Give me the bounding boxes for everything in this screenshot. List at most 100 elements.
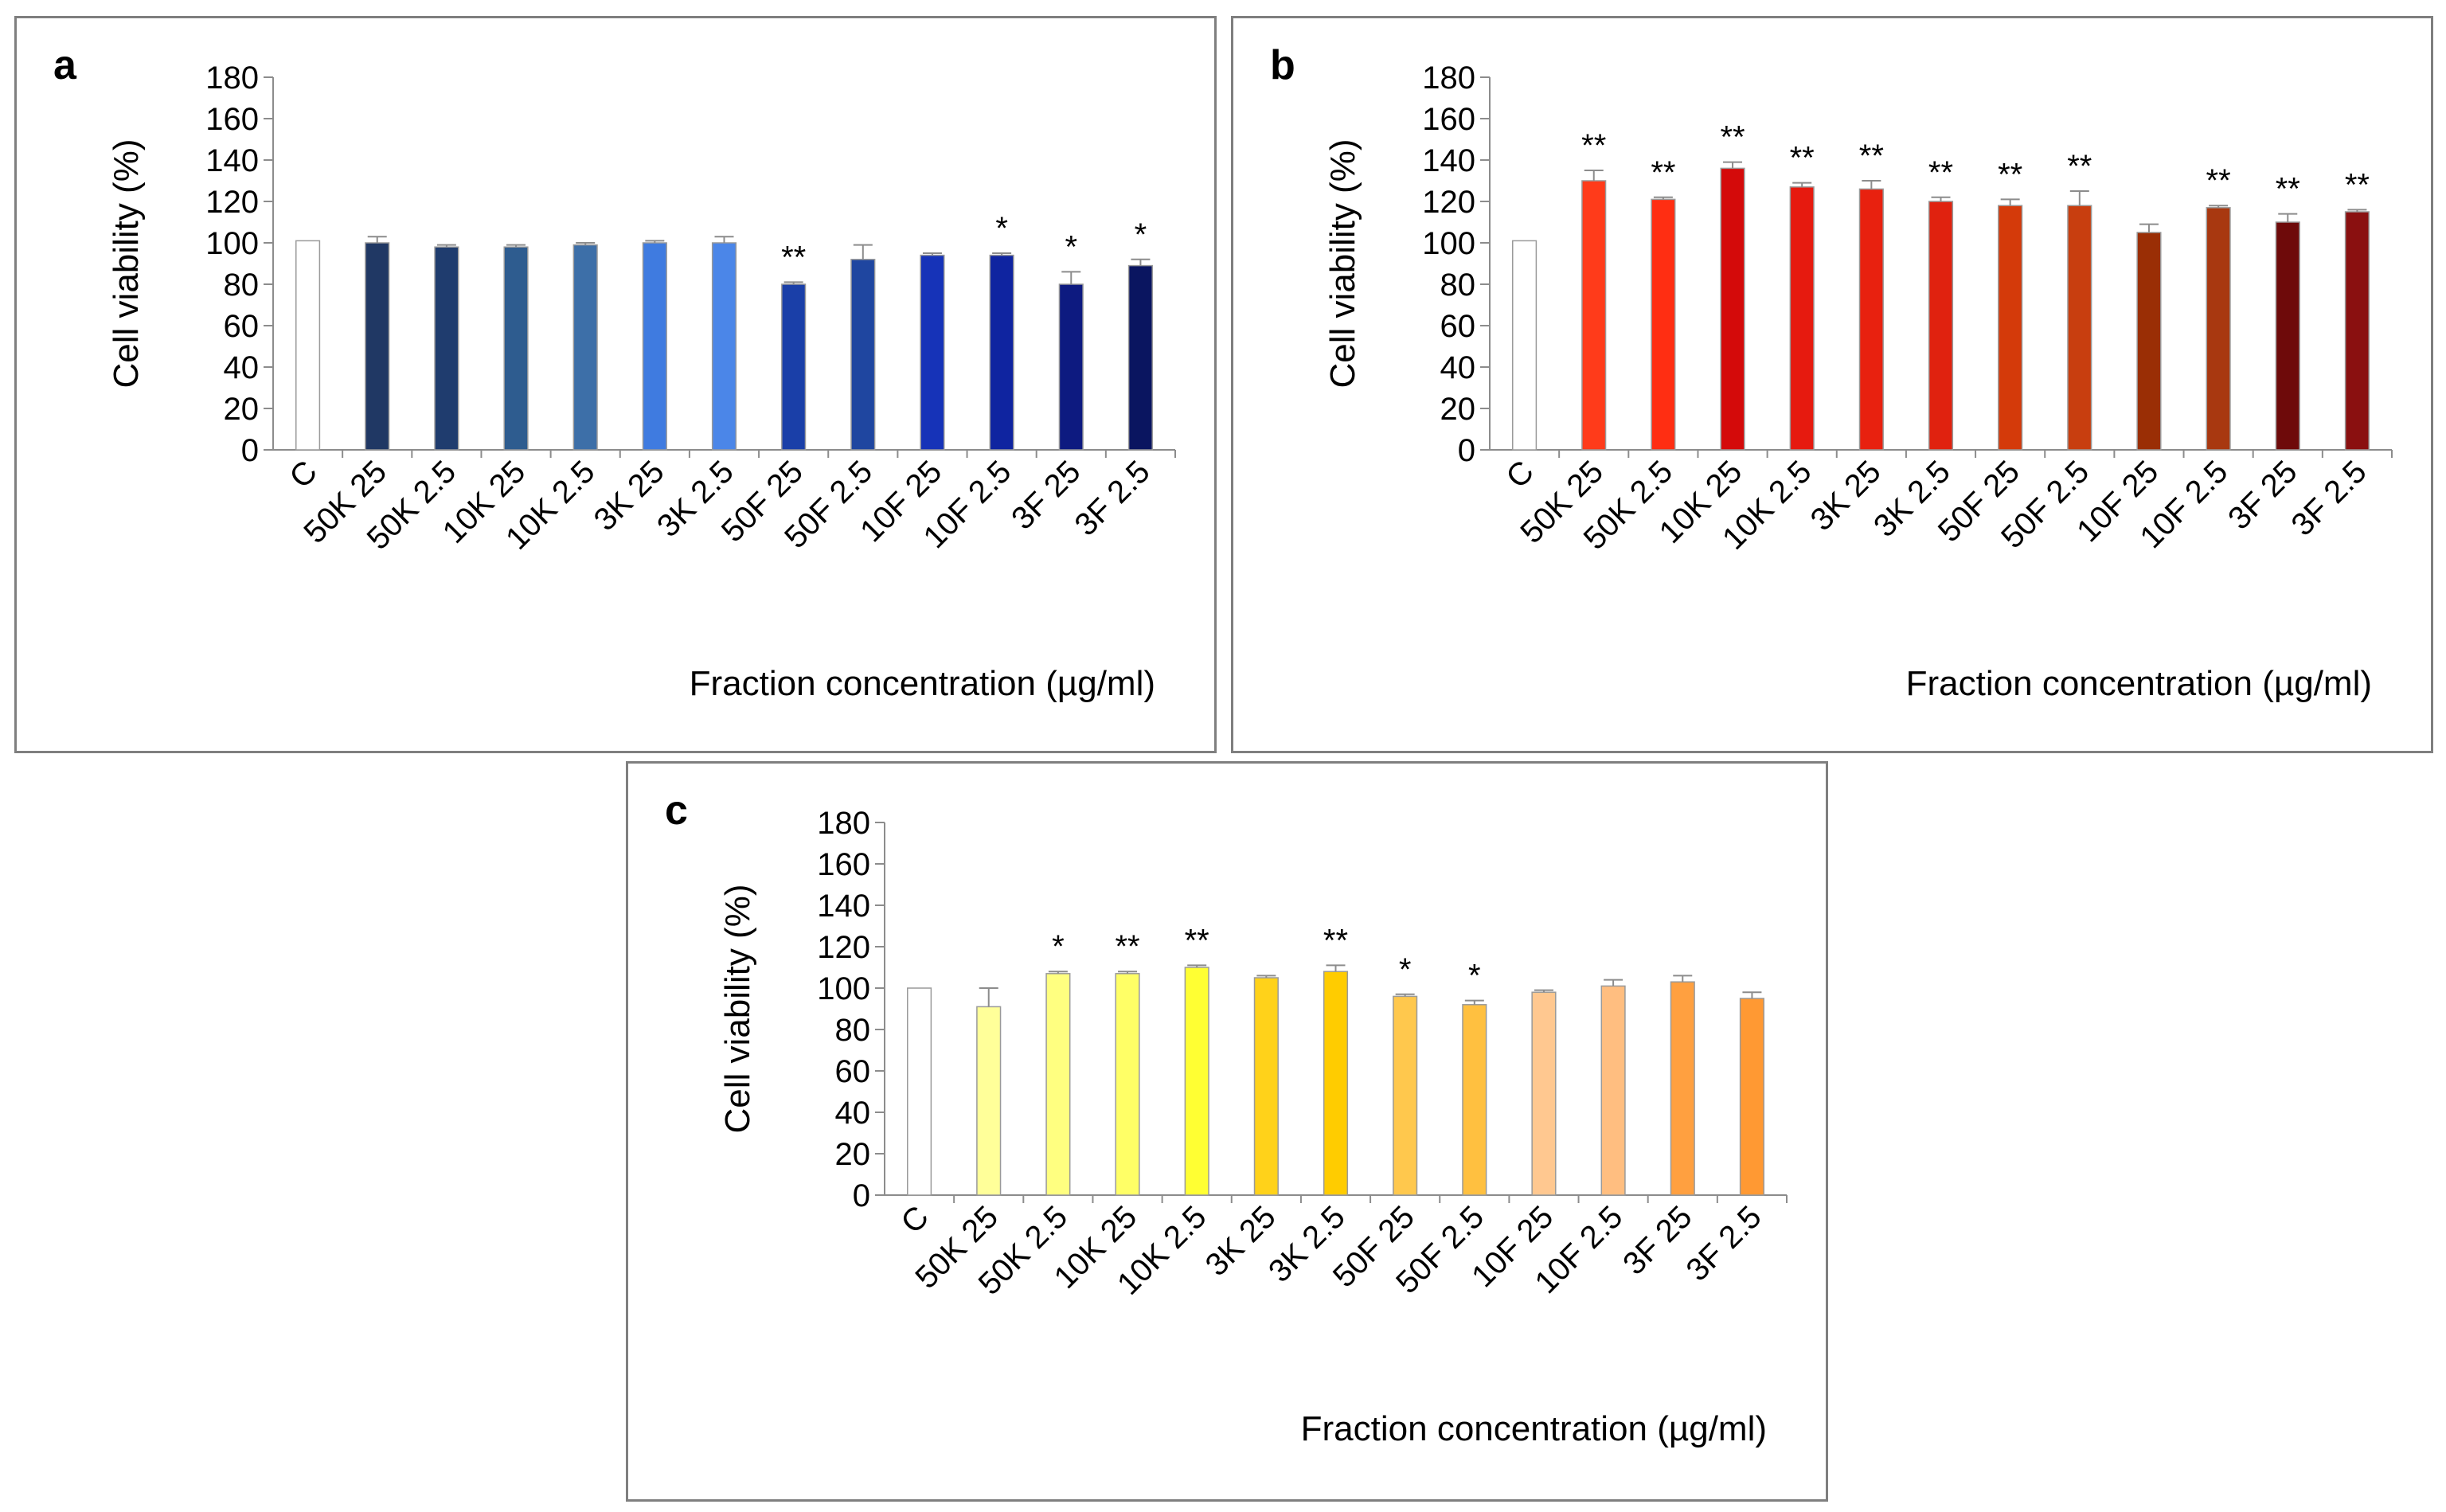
bar <box>2067 205 2092 451</box>
significance-marker: ** <box>2276 172 2300 207</box>
y-tick-label: 20 <box>835 1137 871 1172</box>
significance-marker: ** <box>781 240 806 275</box>
panel-a: a 0 20 40 60 80 100 120 140 160 180 Cell viability … <box>14 16 1217 753</box>
bar <box>1127 264 1153 451</box>
y-tick-label: 160 <box>205 102 259 137</box>
panel-b: b 0 20 40 60 80 100 120 140 160 180 Cell viability … <box>1231 16 2433 753</box>
x-tick-label: 3F 2.5 <box>1068 454 1156 542</box>
significance-marker: ** <box>1790 141 1815 176</box>
y-tick-label: 0 <box>241 433 259 468</box>
bar <box>1115 973 1140 1196</box>
bar <box>295 240 321 451</box>
y-tick-label: 0 <box>853 1178 870 1213</box>
y-tick-label: 140 <box>1422 143 1475 178</box>
bar <box>920 254 945 451</box>
x-axis-label: Fraction concentration (µg/ml) <box>1301 1409 1767 1448</box>
y-tick-label: 180 <box>205 61 259 96</box>
bar <box>1184 967 1209 1196</box>
bar <box>503 246 529 451</box>
bar <box>1253 977 1279 1196</box>
bar <box>1928 201 1954 451</box>
bar <box>1512 240 1538 451</box>
bar <box>1058 283 1084 451</box>
bar <box>1323 971 1349 1196</box>
bar <box>2275 221 2300 451</box>
y-tick-label: 160 <box>817 847 870 882</box>
y-tick-label: 100 <box>205 226 259 261</box>
chart-c: c 0 20 40 60 80 100 120 140 160 180 Cell viability … <box>665 787 1788 1448</box>
bar <box>1789 186 1815 451</box>
y-axis-label: Cell viability (%) <box>107 139 146 389</box>
significance-marker: ** <box>2345 167 2370 202</box>
y-tick-label: 60 <box>835 1054 871 1089</box>
x-axis-label: Fraction concentration (µg/ml) <box>690 664 1155 703</box>
significance-marker: ** <box>1185 923 1209 958</box>
y-tick-label: 20 <box>224 392 260 427</box>
bar <box>642 242 667 451</box>
bar <box>1651 198 1676 451</box>
significance-marker: * <box>1052 929 1065 964</box>
y-tick-label: 180 <box>817 806 870 841</box>
significance-marker: ** <box>1323 923 1348 958</box>
significance-marker: ** <box>1115 929 1139 964</box>
bar <box>1581 180 1607 451</box>
x-tick-label: C <box>1499 454 1541 495</box>
bar <box>907 987 932 1196</box>
panel-label: a <box>53 42 77 88</box>
y-tick-label: 120 <box>817 930 870 965</box>
chart-a: a 0 20 40 60 80 100 120 140 160 180 Cell viability … <box>53 42 1176 703</box>
panel-label: c <box>665 787 688 834</box>
bar <box>2136 232 2162 451</box>
bar <box>1739 998 1764 1196</box>
significance-marker: * <box>1468 959 1481 994</box>
y-tick-label: 140 <box>205 143 259 178</box>
panel-c: c 0 20 40 60 80 100 120 140 160 180 Cell viability … <box>626 761 1828 1502</box>
y-tick-label: 0 <box>1458 433 1475 468</box>
bar <box>1393 995 1418 1196</box>
bar <box>976 1006 1002 1196</box>
significance-marker: * <box>1065 229 1077 264</box>
y-tick-label: 80 <box>224 268 260 303</box>
bar <box>850 259 876 451</box>
y-tick-label: 180 <box>1422 61 1475 96</box>
bar <box>365 242 390 451</box>
significance-marker: ** <box>2067 149 2092 184</box>
y-axis-label: Cell viability (%) <box>1323 139 1362 389</box>
y-tick-label: 100 <box>817 971 870 1006</box>
y-tick-label: 60 <box>1440 309 1476 344</box>
chart-b: b 0 20 40 60 80 100 120 140 160 180 Cell viability … <box>1270 42 2393 703</box>
bar <box>1998 205 2023 451</box>
bar <box>1600 985 1626 1196</box>
y-tick-label: 160 <box>1422 102 1475 137</box>
y-tick-label: 40 <box>1440 350 1476 385</box>
panel-label: b <box>1270 42 1295 88</box>
x-tick-label: C <box>894 1199 936 1240</box>
significance-marker: ** <box>1928 155 1953 190</box>
bar <box>1858 188 1884 451</box>
y-tick-label: 100 <box>1422 226 1475 261</box>
significance-marker: ** <box>1859 139 1884 174</box>
significance-marker: ** <box>1998 157 2022 192</box>
bar <box>1531 991 1557 1196</box>
significance-marker: ** <box>1651 155 1675 190</box>
bar <box>2344 211 2370 451</box>
significance-marker: ** <box>1720 120 1745 155</box>
significance-marker: * <box>1399 952 1412 987</box>
bar <box>1045 973 1071 1196</box>
significance-marker: ** <box>1581 128 1606 163</box>
bar <box>434 246 459 451</box>
y-tick-label: 120 <box>1422 185 1475 220</box>
bar <box>572 244 598 451</box>
x-tick-label: 3F 2.5 <box>1679 1199 1768 1287</box>
bar <box>1462 1004 1487 1196</box>
y-tick-label: 60 <box>224 309 260 344</box>
bar <box>711 242 737 451</box>
y-tick-label: 40 <box>224 350 260 385</box>
bar <box>1670 981 1695 1196</box>
x-tick-label: C <box>283 454 324 495</box>
y-tick-label: 120 <box>205 185 259 220</box>
x-tick-label: 3F 2.5 <box>2284 454 2373 542</box>
y-tick-label: 80 <box>1440 268 1476 303</box>
significance-marker: * <box>995 211 1008 246</box>
y-tick-label: 80 <box>835 1013 871 1048</box>
